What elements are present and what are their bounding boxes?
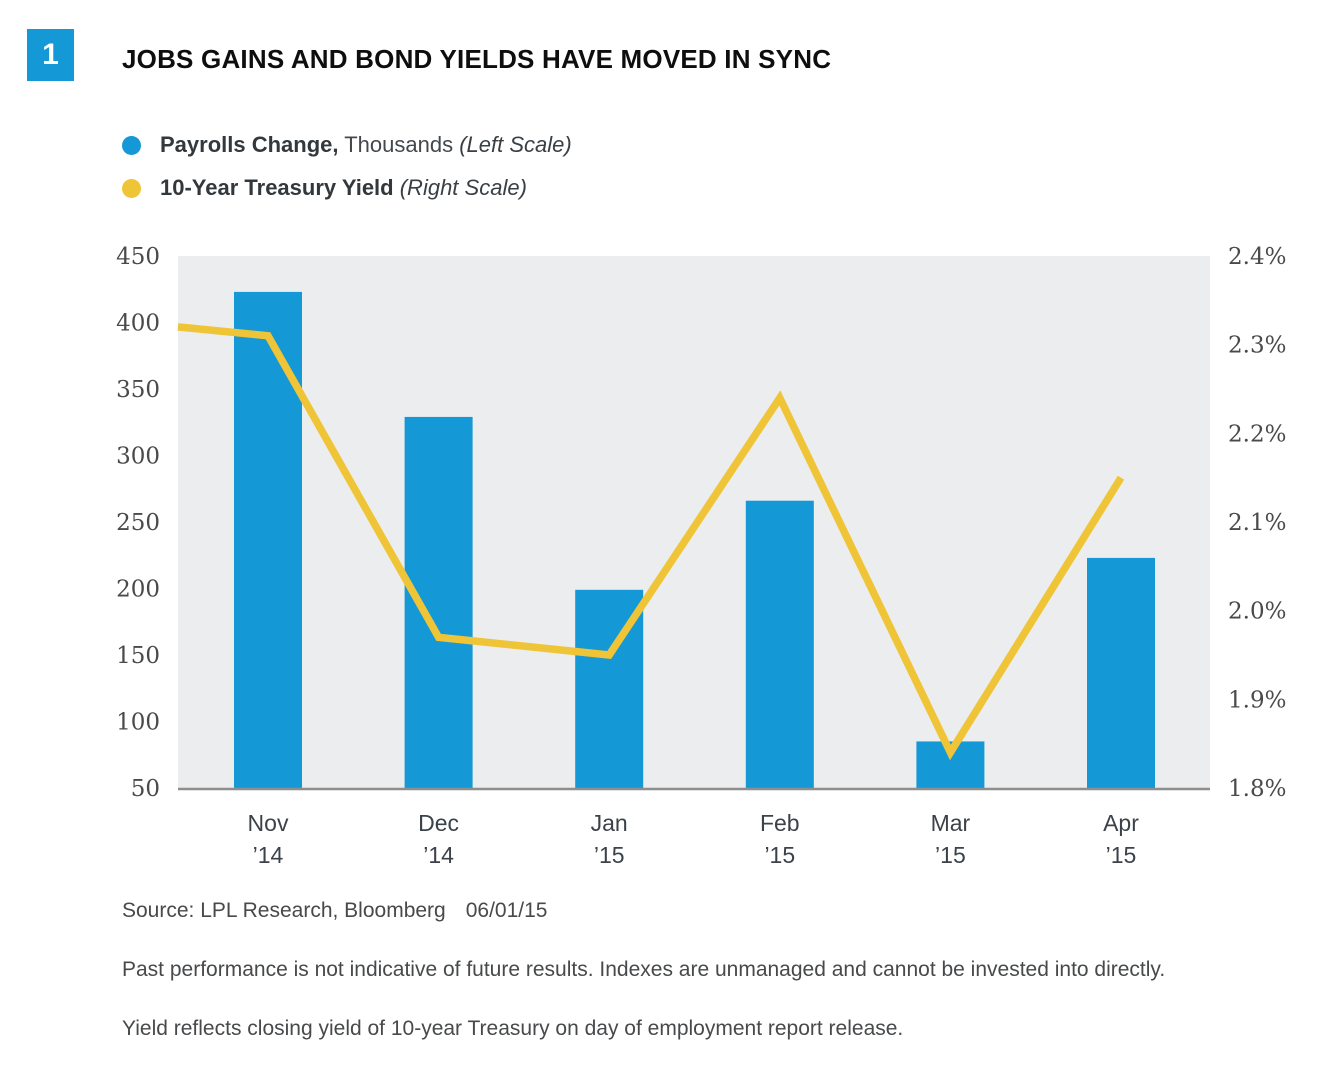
left-axis-tick: 400: [116, 311, 160, 337]
right-axis-tick: 2.4%: [1228, 244, 1286, 270]
left-axis-tick: 100: [116, 710, 160, 736]
legend-item-label: Payrolls Change, Thousands (Left Scale): [160, 132, 572, 157]
x-axis-label-year: ’14: [253, 842, 284, 868]
x-axis-label-month: Nov: [248, 810, 289, 836]
source-text: Source: LPL Research, Bloomberg: [122, 899, 446, 922]
figure-number-badge: 1: [27, 29, 74, 81]
footer-notes: Source: LPL Research, Bloomberg 06/01/15 …: [122, 898, 1282, 1042]
x-axis-label-month: Feb: [760, 810, 800, 836]
disclaimer-past-performance: Past performance is not indicative of fu…: [122, 958, 1166, 982]
legend-item-payrolls: Payrolls Change, Thousands (Left Scale): [122, 132, 572, 158]
left-axis-tick: 450: [116, 244, 160, 270]
right-axis-tick: 2.2%: [1228, 421, 1286, 447]
chart-title: JOBS GAINS AND BOND YIELDS HAVE MOVED IN…: [122, 44, 832, 74]
combo-chart: 450 400 350 300 250 200 150 100 50 2.4% 2.3% 2.2% 2.…: [116, 244, 1286, 868]
payrolls-bar: [745, 500, 814, 788]
chart-legend: Payrolls Change, Thousands (Left Scale) …: [122, 132, 572, 218]
x-axis-label-month: Dec: [418, 810, 459, 836]
right-axis-tick: 2.1%: [1228, 510, 1286, 536]
payrolls-bar: [234, 291, 302, 788]
x-axis-label-year: ’15: [1106, 842, 1137, 868]
right-axis-tick: 2.3%: [1228, 333, 1286, 359]
source-line: Source: LPL Research, Bloomberg 06/01/15: [122, 898, 1282, 923]
x-axis-label-month: Mar: [931, 810, 971, 836]
left-axis-tick: 200: [116, 577, 160, 603]
x-axis-label-year: ’15: [935, 842, 966, 868]
payrolls-legend-dot-icon: [122, 135, 141, 155]
x-axis-label-month: Apr: [1103, 810, 1139, 836]
right-axis-tick: 1.9%: [1228, 687, 1286, 713]
left-axis-tick: 150: [116, 643, 160, 669]
left-axis-tick: 300: [116, 444, 160, 470]
right-axis-tick: 1.8%: [1228, 776, 1286, 802]
disclaimer-yield-note: Yield reflects closing yield of 10-year …: [122, 1017, 904, 1041]
source-date: 06/01/15: [465, 899, 548, 922]
legend-item-treasury-yield: 10-Year Treasury Yield (Right Scale): [122, 175, 572, 201]
legend-item-label: 10-Year Treasury Yield (Right Scale): [160, 175, 527, 200]
left-axis-tick: 50: [131, 776, 160, 802]
x-axis-label-year: ’15: [764, 842, 795, 868]
payrolls-bar: [1087, 557, 1155, 788]
x-axis-label-year: ’14: [423, 842, 454, 868]
x-axis-label-month: Jan: [591, 810, 628, 836]
yield-line: [177, 323, 1125, 761]
right-axis-tick: 2.0%: [1228, 599, 1286, 625]
yield-legend-dot-icon: [122, 178, 141, 198]
left-axis-tick: 250: [116, 510, 160, 536]
left-axis-tick: 350: [116, 377, 160, 403]
x-axis-label-year: ’15: [594, 842, 625, 868]
